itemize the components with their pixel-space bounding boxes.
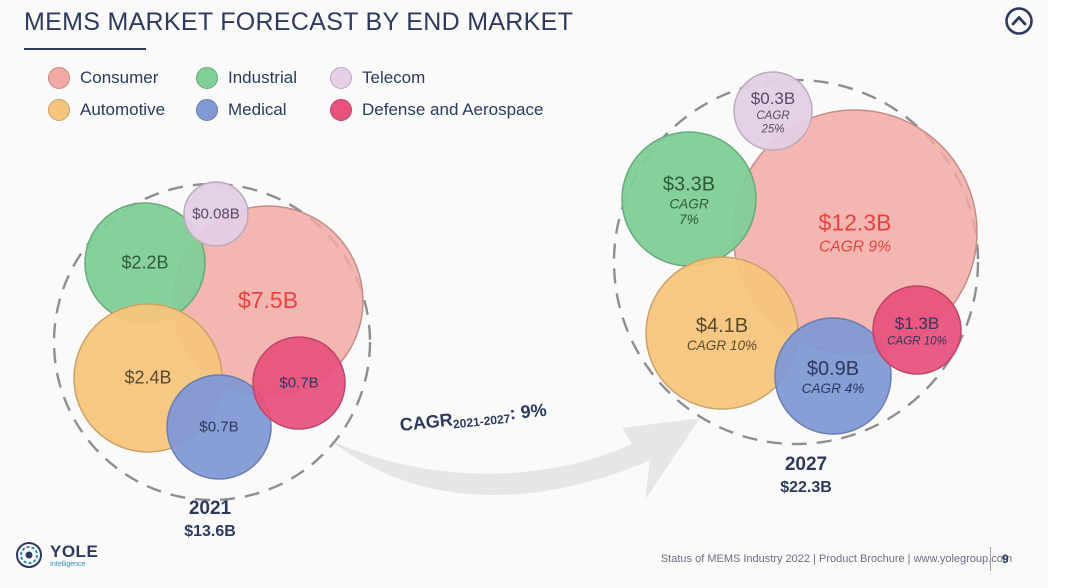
- page-number: 9: [1002, 552, 1009, 566]
- legend-swatch-defense: [330, 99, 352, 121]
- legend-swatch-consumer: [48, 67, 70, 89]
- cagr-label-telecom-2027: CAGR: [756, 110, 789, 122]
- bubble-medical-2021: [166, 374, 272, 480]
- page-title: MEMS MARKET FORECAST BY END MARKET: [24, 8, 574, 36]
- cagr-label-medical-2027: CAGR 4%: [802, 381, 865, 396]
- value-label-automotive-2027: $4.1B: [696, 315, 748, 337]
- cagr-label-defense-2027: CAGR 10%: [887, 335, 947, 347]
- total-ring-2021: [52, 182, 372, 502]
- legend-label-industrial: Industrial: [228, 68, 297, 87]
- bubble-telecom-2021: [183, 181, 249, 247]
- legend-swatch-automotive: [48, 99, 70, 121]
- bubble-telecom-2027: [733, 71, 813, 151]
- bubble-defense-2027: [872, 285, 962, 375]
- company-logo: YOLE Intelligence: [14, 540, 98, 570]
- right-margin: [1048, 0, 1080, 588]
- legend-item-medical: Medical: [196, 98, 287, 122]
- legend-swatch-telecom: [330, 67, 352, 89]
- legend-item-telecom: Telecom: [330, 66, 425, 90]
- logo-subtitle: Intelligence: [50, 560, 86, 568]
- cagr-label-consumer-2027: CAGR 9%: [819, 238, 891, 255]
- value-label-telecom-2021: $0.08B: [192, 206, 240, 223]
- value-label-industrial-2021: $2.2B: [121, 252, 168, 272]
- legend-label-telecom: Telecom: [362, 68, 426, 87]
- year-label-2021: 2021: [188, 498, 232, 519]
- year-label-2027: 2027: [784, 454, 828, 475]
- total-label-2021: $13.6B: [184, 523, 236, 540]
- legend-swatch-medical: [196, 99, 218, 121]
- value-label-telecom-2027: $0.3B: [751, 89, 795, 108]
- value-label-consumer-2021: $7.5B: [238, 287, 298, 313]
- title-underline: [24, 48, 146, 50]
- legend-label-defense: Defense and Aerospace: [362, 100, 544, 119]
- legend-label-consumer: Consumer: [80, 68, 159, 87]
- value-label-consumer-2027: $12.3B: [819, 210, 892, 236]
- value-label-medical-2027: $0.9B: [807, 358, 859, 380]
- legend-label-automotive: Automotive: [80, 100, 166, 119]
- cagr-label-automotive-2027: CAGR 10%: [687, 338, 757, 353]
- cagr-label-industrial-2027: 7%: [679, 212, 699, 227]
- value-label-defense-2021: $0.7B: [279, 375, 318, 392]
- logo-name: YOLE: [50, 541, 99, 561]
- yole-logo-icon: [16, 542, 42, 568]
- value-label-defense-2027: $1.3B: [895, 314, 939, 333]
- bubble-defense-2021: [252, 336, 346, 430]
- total-label-2027: $22.3B: [780, 479, 832, 496]
- bubble-chart: $7.5B $2.2B $0.08B $2.4B $0.7B $0.7B $12.3B CAG…: [52, 71, 980, 502]
- value-label-medical-2021: $0.7B: [199, 419, 238, 436]
- chevron-up-circle-icon[interactable]: [1004, 6, 1034, 36]
- bubble-medical-2027: [774, 317, 892, 435]
- footer-text: Status of MEMS Industry 2022 | Product B…: [660, 553, 1012, 565]
- cagr-label-industrial-2027: CAGR: [669, 197, 708, 212]
- legend-swatch-industrial: [196, 67, 218, 89]
- value-label-automotive-2021: $2.4B: [124, 367, 171, 387]
- value-label-industrial-2027: $3.3B: [663, 174, 715, 196]
- growth-arrow: [330, 418, 700, 500]
- cagr-label-telecom-2027: 25%: [760, 123, 784, 135]
- legend-item-consumer: Consumer: [48, 66, 158, 90]
- legend-label-medical: Medical: [228, 100, 287, 119]
- legend-item-automotive: Automotive: [48, 98, 165, 122]
- legend-item-industrial: Industrial: [196, 66, 297, 90]
- footer-divider: [990, 547, 991, 571]
- legend-item-defense: Defense and Aerospace: [330, 98, 543, 122]
